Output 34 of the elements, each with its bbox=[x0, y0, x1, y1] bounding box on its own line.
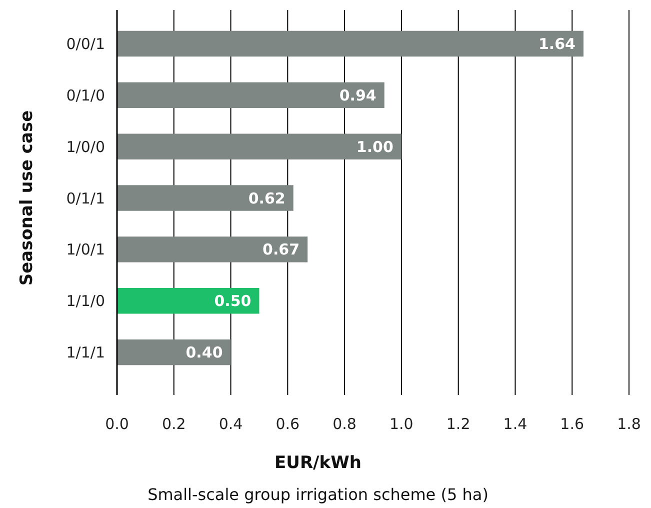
bar bbox=[117, 185, 294, 211]
data-label: 0.62 bbox=[248, 189, 286, 208]
y-tick-label: 1/0/1 bbox=[66, 240, 105, 259]
data-label: 1.00 bbox=[356, 138, 394, 156]
bar bbox=[117, 288, 260, 314]
x-tick-label: 0.6 bbox=[276, 415, 300, 433]
x-tick-label: 1.4 bbox=[503, 415, 528, 433]
x-tick-label: 1.6 bbox=[560, 415, 584, 433]
y-tick-label: 1/0/0 bbox=[66, 138, 105, 156]
data-label: 1.64 bbox=[538, 34, 576, 53]
y-tick-label: 0/0/1 bbox=[66, 34, 105, 53]
data-label: 0.94 bbox=[339, 86, 376, 104]
data-label: 0.50 bbox=[214, 292, 252, 310]
y-tick-label: 1/1/0 bbox=[66, 292, 105, 310]
x-tick-label: 1.8 bbox=[617, 415, 641, 433]
y-tick-label: 0/1/1 bbox=[66, 189, 105, 208]
text: Small-scale group irrigation scheme (5 ha) bbox=[148, 485, 488, 504]
bar bbox=[117, 30, 584, 57]
x-tick-label: 0.0 bbox=[105, 415, 129, 433]
bar bbox=[117, 339, 231, 366]
x-tick-label: 0.4 bbox=[218, 415, 243, 433]
y-tick-label: 1/1/1 bbox=[66, 344, 105, 362]
bar bbox=[117, 82, 384, 108]
bar bbox=[117, 134, 402, 160]
x-tick-label: 1.2 bbox=[446, 415, 470, 433]
data-label: 0.67 bbox=[262, 240, 300, 259]
x-tick-label: 0.2 bbox=[162, 415, 186, 433]
x-tick-label: 0.8 bbox=[332, 415, 356, 433]
y-tick-label: 0/1/0 bbox=[66, 86, 105, 104]
x-axis-title: EUR/kWh bbox=[274, 453, 362, 473]
y-axis-title: Seasonal use case bbox=[17, 110, 37, 286]
bar bbox=[117, 236, 308, 262]
x-tick-label: 1.0 bbox=[390, 415, 414, 433]
data-label: 0.40 bbox=[186, 344, 223, 362]
